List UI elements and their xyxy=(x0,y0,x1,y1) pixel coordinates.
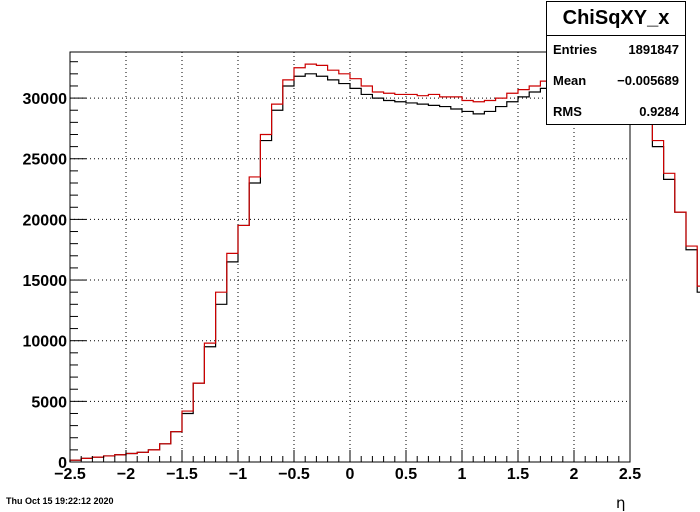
stats-value: 1891847 xyxy=(628,42,679,57)
stats-title: ChiSqXY_x xyxy=(547,2,685,36)
stats-label: Entries xyxy=(553,42,598,57)
stats-label: RMS xyxy=(553,104,582,119)
x-tick-label: −2.5 xyxy=(54,466,86,483)
x-axis: −2.5 −2 −1.5 −1 −0.5 0 0.5 1 1.5 2 2.5 xyxy=(54,450,641,483)
y-axis: 0 5000 10000 15000 20000 25000 30000 xyxy=(23,61,86,472)
histogram-series xyxy=(69,63,700,462)
y-tick-label: 15000 xyxy=(23,273,68,290)
x-tick-label: −1.5 xyxy=(166,466,198,483)
y-tick-label: 10000 xyxy=(23,334,68,351)
y-tick-label: 5000 xyxy=(31,394,67,411)
x-tick-label: 1 xyxy=(458,466,467,483)
stats-box: ChiSqXY_x Entries 1891847 Mean −0.005689… xyxy=(546,1,686,125)
x-tick-label: 2.5 xyxy=(619,466,641,483)
timestamp: Thu Oct 15 19:22:12 2020 xyxy=(6,496,114,506)
stats-row-entries: Entries 1891847 xyxy=(553,42,679,62)
stats-value: 0.9284 xyxy=(639,104,679,119)
stats-value: −0.005689 xyxy=(617,73,679,88)
x-tick-label: 1.5 xyxy=(507,466,529,483)
stats-row-mean: Mean −0.005689 xyxy=(553,73,679,93)
y-tick-label: 0 xyxy=(58,455,67,472)
x-axis-title: η xyxy=(616,494,626,512)
x-tick-label: 0.5 xyxy=(395,466,417,483)
y-tick-label: 30000 xyxy=(23,91,68,108)
x-tick-label: 0 xyxy=(346,466,355,483)
x-tick-label: −2 xyxy=(117,466,135,483)
series-black-line xyxy=(69,73,700,462)
series-red-line xyxy=(69,63,700,462)
x-tick-label: 2 xyxy=(570,466,579,483)
y-tick-label: 20000 xyxy=(23,212,68,229)
x-tick-label: −0.5 xyxy=(278,466,310,483)
stats-row-rms: RMS 0.9284 xyxy=(553,104,679,124)
y-tick-label: 25000 xyxy=(23,152,68,169)
stats-label: Mean xyxy=(553,73,587,88)
x-tick-label: −1 xyxy=(229,466,247,483)
